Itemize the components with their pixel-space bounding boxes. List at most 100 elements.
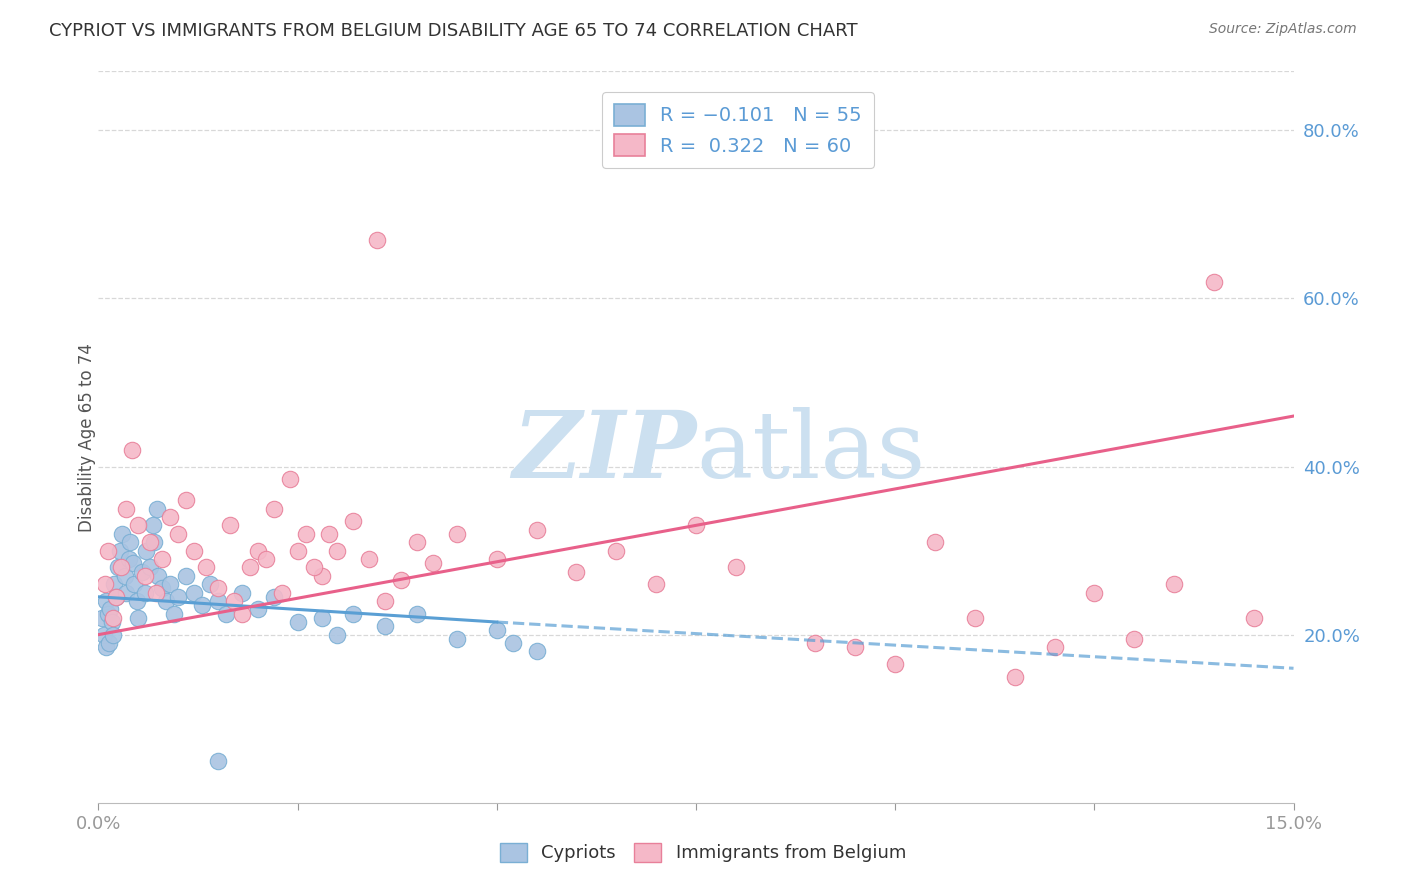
Point [222,594,245,608]
Text: CYPRIOT VS IMMIGRANTS FROM BELGIUM DISABILITY AGE 65 TO 74 CORRELATION CHART: CYPRIOT VS IMMIGRANTS FROM BELGIUM DISAB… [49,22,858,40]
Point [101,611,124,625]
Point [294,526,316,541]
Point [342,514,364,528]
Point [1123,632,1146,646]
Point [685,518,707,533]
Point [1004,670,1026,684]
Point [326,543,349,558]
Point [326,627,349,641]
Point [374,619,396,633]
Point [139,535,162,549]
Point [342,607,364,621]
Point [311,569,333,583]
Point [195,560,218,574]
Point [198,577,221,591]
Point [924,535,946,549]
Point [104,590,127,604]
Point [359,552,381,566]
Point [183,543,205,558]
Point [174,569,197,583]
Point [134,585,156,599]
Point [163,607,186,621]
Point [159,577,181,591]
Point [884,657,907,671]
Point [125,594,148,608]
Point [389,573,412,587]
Point [963,611,986,625]
Point [142,518,165,533]
Point [1202,275,1225,289]
Point [139,560,162,574]
Point [155,594,177,608]
Point [239,560,262,574]
Point [111,526,134,541]
Point [318,526,340,541]
Point [97,543,120,558]
Text: ZIP: ZIP [512,407,696,497]
Point [844,640,866,655]
Point [287,543,309,558]
Point [263,590,285,604]
Point [97,636,120,650]
Point [485,552,508,566]
Point [131,565,153,579]
Point [246,543,269,558]
Point [145,585,167,599]
Point [406,535,429,549]
Point [159,510,181,524]
Point [121,556,143,570]
Point [605,543,627,558]
Point [101,627,124,641]
Point [167,590,190,604]
Point [114,569,136,583]
Legend: Cypriots, Immigrants from Belgium: Cypriots, Immigrants from Belgium [492,836,914,870]
Point [115,585,138,599]
Point [94,640,117,655]
Point [207,582,229,596]
Point [446,632,468,646]
Point [302,560,325,574]
Point [1043,640,1066,655]
Point [120,535,142,549]
Point [231,607,253,621]
Point [108,543,131,558]
Point [366,233,388,247]
Point [91,611,114,625]
Point [124,577,146,591]
Y-axis label: Disability Age 65 to 74: Disability Age 65 to 74 [79,343,96,532]
Point [118,552,141,566]
Point [502,636,524,650]
Point [93,627,115,641]
Point [121,442,143,457]
Point [104,590,127,604]
Point [127,518,149,533]
Text: Source: ZipAtlas.com: Source: ZipAtlas.com [1209,22,1357,37]
Point [134,569,156,583]
Point [231,585,253,599]
Text: atlas: atlas [696,407,925,497]
Legend: R = −0.101   N = 55, R =  0.322   N = 60: R = −0.101 N = 55, R = 0.322 N = 60 [602,92,873,168]
Point [167,526,190,541]
Point [270,585,292,599]
Point [97,607,120,621]
Point [724,560,747,574]
Point [135,543,157,558]
Point [150,582,173,596]
Point [143,535,166,549]
Point [485,624,508,638]
Point [246,602,269,616]
Point [446,526,468,541]
Point [150,552,173,566]
Point [278,472,301,486]
Point [148,569,170,583]
Point [145,501,167,516]
Point [645,577,668,591]
Point [96,594,118,608]
Point [311,611,333,625]
Point [526,523,548,537]
Point [110,560,132,574]
Point [422,556,444,570]
Point [115,501,138,516]
Point [1163,577,1185,591]
Point [1243,611,1265,625]
